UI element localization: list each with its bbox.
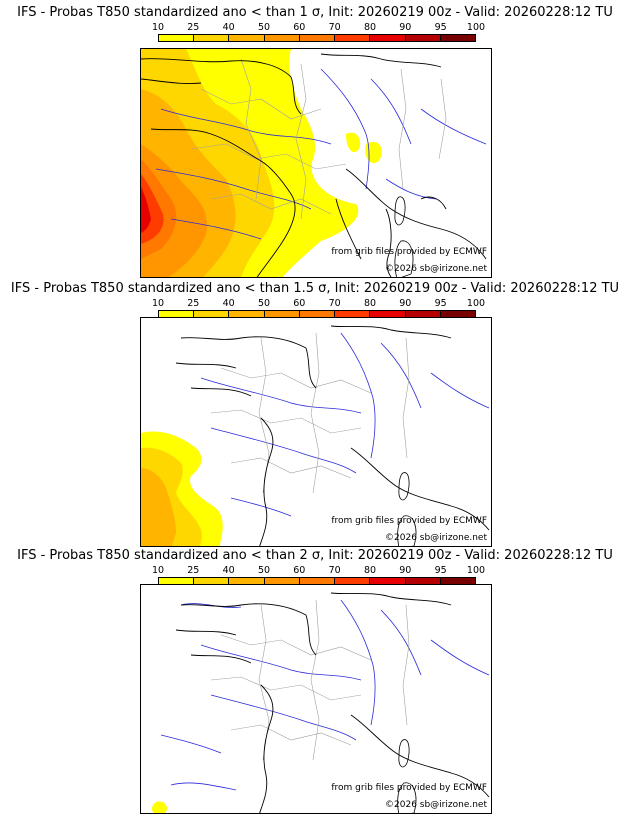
tick-label: 80	[363, 298, 377, 309]
copyright-credit: ©2026 sb@irizone.net	[385, 533, 487, 543]
tick-label: 25	[187, 22, 200, 33]
panel-2: IFS - Probas T850 standardized ano < tha…	[0, 281, 630, 549]
color-swatch	[229, 578, 265, 584]
tick-label: 80	[363, 22, 377, 33]
tick-label: 95	[434, 565, 447, 576]
panel-1: IFS - Probas T850 standardized ano < tha…	[0, 5, 630, 278]
sardinia	[397, 515, 417, 546]
panel-title: IFS - Probas T850 standardized ano < tha…	[17, 5, 613, 20]
copyright-credit: ©2026 sb@irizone.net	[385, 264, 487, 274]
tick-label: 100	[466, 22, 486, 33]
rivers	[155, 68, 487, 240]
color-swatch	[194, 35, 230, 41]
tick-label: 90	[399, 298, 412, 309]
coastlines	[141, 53, 487, 277]
sardinia	[397, 782, 417, 813]
color-swatch	[370, 311, 406, 317]
color-swatch	[264, 578, 300, 584]
tick-label: 60	[293, 298, 306, 309]
tick-label: 95	[434, 298, 447, 309]
color-swatch	[159, 35, 195, 41]
tick-label: 90	[399, 22, 412, 33]
probability-map: from grib files provided by ECMWF ©2026 …	[140, 48, 492, 278]
color-swatch	[159, 311, 195, 317]
prob-zone-40	[141, 468, 176, 546]
tick-label: 100	[466, 565, 486, 576]
map-canvas	[152, 592, 490, 813]
admin-borders	[190, 58, 447, 220]
tick-label: 10	[151, 298, 165, 309]
tick-label: 50	[257, 565, 271, 576]
map-canvas	[141, 325, 490, 546]
tick-label: 70	[328, 565, 341, 576]
tick-label: 90	[399, 565, 412, 576]
tick-label: 60	[293, 565, 306, 576]
color-scale: 10 25 40 50 60 70 80 90 95 100	[152, 22, 485, 51]
tick-label: 10	[151, 22, 165, 33]
color-swatch	[370, 578, 406, 584]
color-swatch	[405, 578, 441, 584]
color-bar	[158, 34, 476, 42]
panel-title: IFS - Probas T850 standardized ano < tha…	[10, 281, 620, 296]
tick-label: 25	[187, 565, 200, 576]
color-swatch	[299, 578, 336, 584]
tick-label: 70	[328, 22, 341, 33]
source-credit: from grib files provided by ECMWF	[331, 783, 487, 793]
color-swatch	[405, 35, 441, 41]
color-swatch	[264, 35, 300, 41]
tick-label: 95	[434, 22, 447, 33]
tick-label: 80	[363, 565, 377, 576]
color-swatch	[299, 35, 336, 41]
tick-label: 25	[187, 298, 200, 309]
probability-map: from grib files provided by ECMWF ©2026 …	[140, 584, 492, 814]
color-swatch	[229, 35, 265, 41]
color-swatch	[440, 311, 475, 317]
color-swatch	[264, 311, 300, 317]
tick-label: 40	[222, 298, 235, 309]
color-swatch	[370, 35, 406, 41]
tick-label: 40	[222, 22, 235, 33]
rivers	[160, 599, 490, 791]
panel-title: IFS - Probas T850 standardized ano < tha…	[17, 548, 613, 563]
color-swatch	[335, 35, 371, 41]
sardinia	[394, 240, 414, 277]
tick-label: 10	[151, 565, 165, 576]
color-swatch	[440, 35, 475, 41]
color-swatch	[194, 578, 230, 584]
rivers	[200, 332, 490, 517]
corsica	[398, 472, 410, 501]
coastlines	[175, 592, 490, 813]
probability-map: from grib files provided by ECMWF ©2026 …	[140, 317, 492, 547]
tick-label: 70	[328, 298, 341, 309]
source-credit: from grib files provided by ECMWF	[331, 516, 487, 526]
coastlines	[175, 325, 490, 546]
corsica	[398, 739, 410, 768]
color-swatch	[229, 311, 265, 317]
tick-label: 40	[222, 565, 235, 576]
admin-borders	[210, 332, 410, 494]
color-swatch	[440, 578, 475, 584]
tick-label: 50	[257, 298, 271, 309]
color-swatch	[405, 311, 441, 317]
color-swatch	[335, 578, 371, 584]
prob-zone-80	[141, 187, 151, 233]
source-credit: from grib files provided by ECMWF	[331, 247, 487, 257]
prob-zone-10	[152, 801, 168, 813]
prob-zone-alps	[346, 132, 382, 164]
color-swatch	[159, 578, 195, 584]
copyright-credit: ©2026 sb@irizone.net	[385, 800, 487, 810]
panel-3: IFS - Probas T850 standardized ano < tha…	[0, 548, 630, 816]
color-swatch	[299, 311, 336, 317]
tick-label: 50	[257, 22, 271, 33]
color-swatch	[335, 311, 371, 317]
tick-label: 60	[293, 22, 306, 33]
map-canvas	[141, 49, 487, 277]
tick-label: 100	[466, 298, 486, 309]
corsica	[394, 196, 406, 226]
color-swatch	[194, 311, 230, 317]
admin-borders	[210, 599, 410, 761]
